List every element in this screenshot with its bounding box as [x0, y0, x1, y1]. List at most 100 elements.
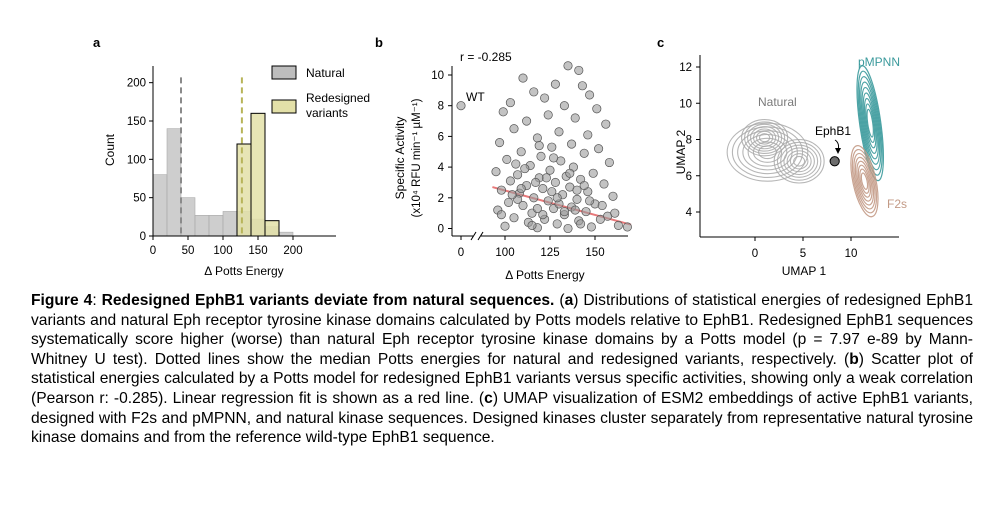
scatter-point	[579, 148, 589, 158]
bar-natural	[194, 215, 210, 237]
scatter-point	[518, 200, 528, 211]
scatter-point	[496, 185, 506, 195]
contour-pmpnn	[857, 70, 883, 176]
scatter-point	[547, 187, 557, 197]
scatter-point	[594, 144, 604, 154]
ephb1-arrowhead-icon	[835, 148, 841, 154]
scatter-point	[532, 203, 542, 214]
y-tick-label: 10	[679, 98, 692, 110]
x-tick-label: 0	[150, 245, 156, 257]
scatter-point	[585, 196, 595, 206]
y-tick-label: 0	[140, 231, 146, 243]
contour-natural	[780, 144, 819, 178]
correlation-annotation: r = -0.285	[460, 50, 512, 64]
caption-letter-b: b	[849, 350, 859, 368]
scatter-point	[500, 221, 510, 231]
x-tick-label: 150	[248, 245, 267, 257]
contour-f2s	[860, 172, 869, 190]
legend-label-redesigned-1: Redesigned	[306, 91, 370, 105]
median-lines	[180, 77, 243, 236]
scatter-point	[516, 184, 526, 194]
y-tick-label: 100	[127, 154, 146, 166]
scatter-point	[520, 164, 530, 174]
scatter-point	[597, 200, 607, 211]
y-tick-label: 10	[431, 70, 444, 82]
contour-natural	[752, 128, 777, 147]
scatter-point	[538, 184, 548, 194]
bar-natural	[180, 197, 196, 237]
scatter-point	[581, 207, 591, 217]
bar-redesigned	[250, 112, 266, 237]
scatter-point	[599, 179, 609, 189]
bar-natural	[166, 128, 182, 237]
contour-pmpnn	[862, 92, 878, 154]
caption-letter-a: a	[564, 292, 574, 309]
scatter-point	[570, 113, 580, 123]
figure-title: Redesigned EphB1 variants deviate from n…	[101, 292, 555, 309]
x-tick-label: 100	[495, 247, 514, 259]
contour-pmpnn	[866, 108, 874, 138]
scatter-point	[608, 191, 618, 201]
scatter-point	[496, 210, 506, 220]
scatter-point	[545, 165, 555, 175]
contour-natural	[783, 147, 815, 176]
y-ticks: 0 50 100 150 200	[127, 78, 153, 243]
y-tick-label: 8	[438, 101, 444, 113]
panel-c-label: c	[657, 35, 664, 50]
contour-natural	[786, 150, 812, 173]
x-ticks: 0 5 10	[752, 237, 857, 260]
x-tick-label: 0	[458, 247, 464, 259]
scatter-point	[504, 197, 514, 207]
contour-natural	[755, 130, 774, 145]
contour-pmpnn	[861, 86, 879, 160]
x-tick-label: 125	[540, 247, 559, 259]
scatter-point	[567, 139, 577, 149]
scatter-point	[531, 177, 541, 187]
legend-swatch-natural	[271, 65, 297, 80]
y-tick-label: 4	[686, 207, 693, 219]
scatter-point	[574, 65, 584, 75]
scatter-point	[563, 223, 573, 234]
scatter-point	[511, 159, 521, 169]
scatter-point	[502, 154, 512, 164]
scatter-point	[604, 157, 614, 168]
scatter-point	[543, 196, 553, 206]
contour-natural	[793, 155, 806, 167]
contour-f2s	[850, 145, 879, 218]
wt-label: WT	[466, 90, 485, 104]
scatter-point	[554, 127, 564, 137]
figure-label: Figure 4	[31, 292, 93, 309]
scatter-point	[579, 180, 589, 191]
scatter-point	[547, 142, 557, 152]
contour-pmpnn	[858, 76, 882, 171]
contour-f2s	[856, 160, 873, 202]
caption-text-b: ) Scatter plot of statistical energies c…	[31, 350, 973, 407]
caption-colon: :	[92, 292, 102, 309]
contour-f2s	[854, 156, 875, 206]
scatter-point	[563, 61, 573, 71]
scatter-point	[588, 168, 598, 178]
bar-redesigned	[264, 220, 280, 237]
scatter-point	[540, 93, 550, 103]
caption-text-c: ) UMAP visualization of ESM2 embeddings …	[31, 389, 973, 447]
x-axis-label: Δ Potts Energy	[505, 268, 584, 282]
series-label-pmpnn: pMPNN	[858, 55, 900, 69]
y-ticks: 4 6 8 10 12	[679, 62, 700, 219]
x-ticks: 0 50 100 150 200	[150, 236, 303, 257]
y-tick-label: 4	[438, 162, 445, 174]
legend-label-natural: Natural	[306, 66, 345, 80]
scatter-point	[586, 222, 596, 232]
contour-pmpnn	[865, 103, 876, 144]
scatter-point	[516, 147, 526, 157]
scatter-point	[550, 79, 560, 89]
panel-b-label: b	[375, 35, 383, 50]
scatter-point	[532, 133, 542, 143]
contour-pmpnn	[856, 65, 885, 182]
contour-natural	[747, 123, 783, 152]
contour-natural	[749, 126, 780, 150]
x-axis-label: UMAP 1	[782, 264, 827, 278]
scatter-point	[592, 104, 602, 114]
contour-natural	[726, 122, 809, 182]
panel-a-label: a	[93, 35, 101, 50]
